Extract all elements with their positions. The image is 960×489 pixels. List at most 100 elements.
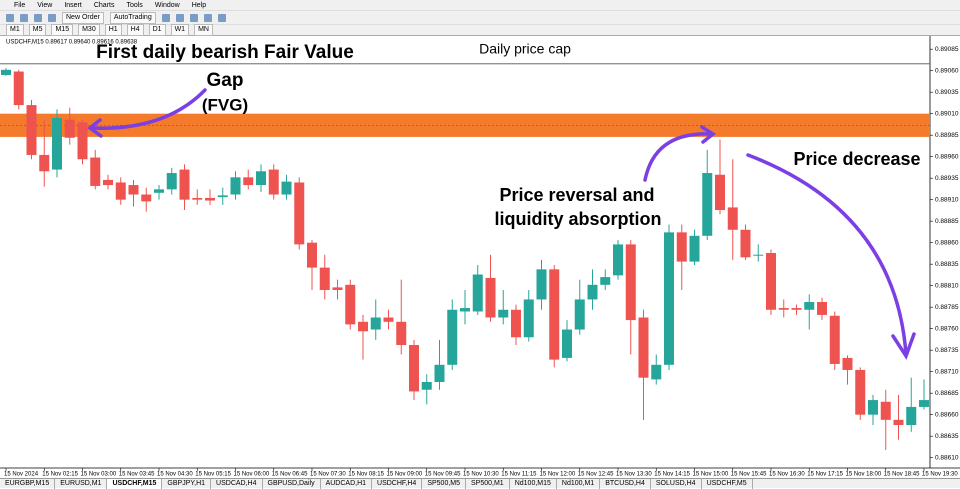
candle-body bbox=[217, 195, 228, 198]
menu-item[interactable]: Tools bbox=[126, 1, 143, 9]
timeframe-button[interactable]: M30 bbox=[78, 24, 100, 36]
timeframe-button[interactable]: H4 bbox=[126, 24, 144, 36]
icon bbox=[20, 13, 28, 22]
icon bbox=[175, 13, 184, 22]
toolbar: New Order AutoTrading bbox=[0, 10, 960, 24]
annotation: Price decrease bbox=[793, 149, 920, 169]
chart-tab[interactable]: Nd100,M15 bbox=[510, 478, 557, 489]
timeframe-button[interactable]: MN bbox=[194, 24, 213, 36]
x-tick-label: 15 Nov 03:45 bbox=[119, 472, 155, 478]
candle-body bbox=[740, 229, 751, 258]
candle-body bbox=[307, 242, 317, 268]
timeframe-button[interactable]: M15 bbox=[51, 24, 74, 36]
candle-body bbox=[880, 401, 891, 420]
chart-tab[interactable]: SOLUSD,H4 bbox=[651, 478, 702, 489]
candle-body bbox=[192, 197, 203, 200]
y-tick-label: 0.88835 bbox=[935, 261, 959, 268]
autotrading-button[interactable]: AutoTrading bbox=[109, 11, 156, 24]
candle-body bbox=[166, 173, 177, 190]
new-order-button[interactable]: New Order bbox=[62, 11, 104, 24]
candle-body bbox=[447, 309, 458, 365]
timeframe-button[interactable]: M1 bbox=[6, 24, 24, 36]
candle-body bbox=[281, 181, 292, 195]
arrow-head bbox=[891, 332, 916, 360]
candle-body bbox=[434, 364, 445, 382]
chart-tab[interactable]: USDCHF,M15 bbox=[107, 478, 163, 489]
candle-body bbox=[727, 207, 738, 230]
chart-tab[interactable]: EURUSD,M1 bbox=[55, 478, 108, 489]
candle-body bbox=[115, 182, 126, 200]
candle-body bbox=[919, 400, 929, 407]
y-tick-label: 0.88710 bbox=[935, 368, 959, 375]
timeframe-button[interactable]: D1 bbox=[148, 24, 166, 36]
candle-body bbox=[549, 269, 560, 360]
x-tick-label: 15 Nov 06:45 bbox=[272, 472, 308, 478]
timeframe-button[interactable]: W1 bbox=[170, 24, 190, 36]
candle-body bbox=[715, 174, 725, 210]
x-tick-label: 15 Nov 06:00 bbox=[234, 472, 270, 478]
chart-tab[interactable]: Nd100,M1 bbox=[557, 478, 601, 489]
candle-body bbox=[893, 419, 904, 425]
chart-tab[interactable]: USDCAD,H4 bbox=[211, 478, 263, 489]
candle-body bbox=[345, 284, 356, 325]
menu-item[interactable]: Charts bbox=[93, 1, 115, 9]
menu-item[interactable]: Window bbox=[154, 1, 180, 9]
candle-body bbox=[778, 308, 789, 310]
x-tick-label: 15 Nov 15:00 bbox=[693, 472, 729, 478]
y-tick-label: 0.88810 bbox=[935, 282, 959, 289]
x-tick-label: 15 Nov 18:00 bbox=[846, 472, 882, 478]
menu-item[interactable]: Insert bbox=[64, 1, 82, 9]
icon bbox=[203, 13, 212, 22]
annotation: First daily bearish Fair Value bbox=[96, 42, 354, 63]
candle-body bbox=[587, 284, 598, 300]
x-tick-label: 15 Nov 12:45 bbox=[578, 472, 614, 478]
candle-body bbox=[39, 154, 50, 172]
candle-body bbox=[868, 400, 878, 415]
annotation: Price reversal and bbox=[499, 185, 654, 205]
chart-tab[interactable]: SP500,M1 bbox=[466, 478, 510, 489]
y-tick-label: 0.88785 bbox=[935, 304, 959, 311]
chart-tab[interactable]: SP500,M5 bbox=[422, 478, 467, 489]
icon bbox=[161, 13, 170, 22]
arrows bbox=[87, 88, 916, 360]
candle-body bbox=[613, 244, 623, 276]
chart-tab[interactable]: USDCHF,H4 bbox=[372, 478, 423, 489]
timeframe-button[interactable]: H1 bbox=[104, 24, 122, 36]
chart-bg bbox=[0, 36, 960, 478]
timeframe-button[interactable]: M5 bbox=[28, 24, 47, 36]
chart-tab[interactable]: BTCUSD,H4 bbox=[600, 478, 651, 489]
x-tick-label: 15 Nov 10:30 bbox=[463, 472, 499, 478]
arrow-head bbox=[700, 125, 717, 144]
candle-body bbox=[268, 169, 279, 195]
arrow bbox=[746, 153, 908, 356]
candle-body bbox=[651, 364, 662, 380]
x-tick-label: 15 Nov 04:30 bbox=[157, 472, 193, 478]
chart-tab[interactable]: EURGBP,M15 bbox=[0, 478, 56, 489]
candle-body bbox=[664, 232, 674, 365]
x-tick-label: 15 Nov 05:15 bbox=[195, 472, 231, 478]
annotation: Gap bbox=[207, 70, 244, 91]
menu-item[interactable]: File bbox=[14, 1, 26, 9]
tab-bar: EURGBP,M15 EURUSD,M1 USDCHF,M15 GBPJPY,H1 US… bbox=[0, 478, 960, 489]
candle-body bbox=[64, 119, 75, 138]
timeframe-bar: M1 M5 M15 M30 H1 H4 D1 W1 MN bbox=[0, 24, 960, 36]
menu-item[interactable]: Help bbox=[191, 1, 207, 9]
candle-body bbox=[1, 69, 11, 75]
candle-body bbox=[128, 185, 139, 195]
chart-tab[interactable]: GBPJPY,H1 bbox=[162, 478, 212, 489]
x-tick-label: 15 Nov 09:45 bbox=[425, 472, 461, 478]
x-tick-label: 15 Nov 12:00 bbox=[540, 472, 576, 478]
x-tick-label: 15 Nov 16:30 bbox=[769, 472, 805, 478]
candle-body bbox=[472, 274, 483, 312]
chart-tab[interactable]: AUDCAD,H1 bbox=[321, 478, 373, 489]
candle-body bbox=[205, 197, 215, 201]
candle-body bbox=[358, 321, 368, 332]
candle-body bbox=[523, 299, 534, 338]
candle-body bbox=[154, 189, 164, 193]
menu-item[interactable]: View bbox=[37, 1, 53, 9]
chart-tab[interactable]: GBPUSD,Daily bbox=[263, 478, 321, 489]
icon bbox=[6, 13, 14, 22]
y-tick-label: 0.88910 bbox=[935, 196, 959, 203]
candle-body bbox=[574, 299, 585, 330]
chart-tab[interactable]: USDCHF,M5 bbox=[702, 478, 753, 489]
